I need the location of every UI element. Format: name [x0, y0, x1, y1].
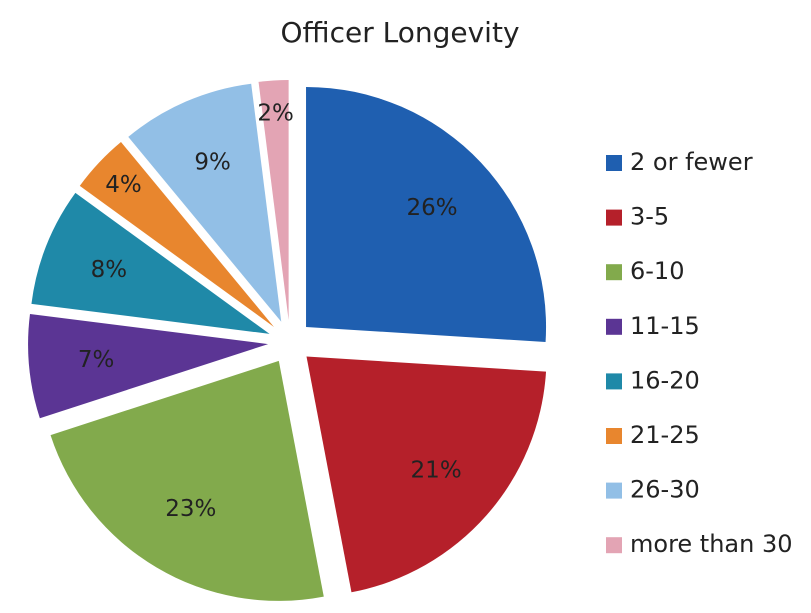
pie-slice: [128, 83, 282, 322]
legend-swatch: [606, 373, 622, 390]
legend-swatch: [606, 482, 622, 499]
data-label: 4%: [105, 172, 142, 198]
legend-label: more than 30: [630, 530, 793, 558]
legend-swatch: [606, 428, 622, 444]
legend-label: 26-30: [630, 476, 700, 504]
data-label: 21%: [411, 457, 462, 483]
data-label: 8%: [91, 257, 128, 283]
pie-slice: [306, 356, 547, 593]
data-label: 26%: [406, 195, 457, 221]
data-label: 23%: [165, 496, 216, 522]
legend-label: 6-10: [630, 257, 684, 285]
pie-slice: [28, 313, 269, 419]
legend-label: 2 or fewer: [630, 148, 753, 176]
legend-label: 11-15: [630, 312, 700, 340]
legend-swatch: [606, 318, 622, 335]
data-label: 7%: [78, 347, 115, 373]
pie-slice: [31, 192, 270, 334]
legend-label: 3-5: [630, 203, 669, 231]
legend-swatch: [606, 155, 622, 171]
legend-swatch: [606, 209, 622, 226]
pie-slice: [50, 360, 324, 601]
legend-swatch: [606, 537, 622, 554]
legend-swatch: [606, 264, 622, 281]
pie-slice: [258, 80, 289, 321]
chart-title: Officer Longevity: [280, 16, 519, 49]
data-label: 2%: [257, 101, 294, 127]
data-label: 9%: [194, 150, 231, 176]
pie-slice: [306, 86, 547, 343]
legend-label: 16-20: [630, 366, 700, 394]
legend-label: 21-25: [630, 421, 700, 449]
pie-slice: [79, 142, 274, 327]
